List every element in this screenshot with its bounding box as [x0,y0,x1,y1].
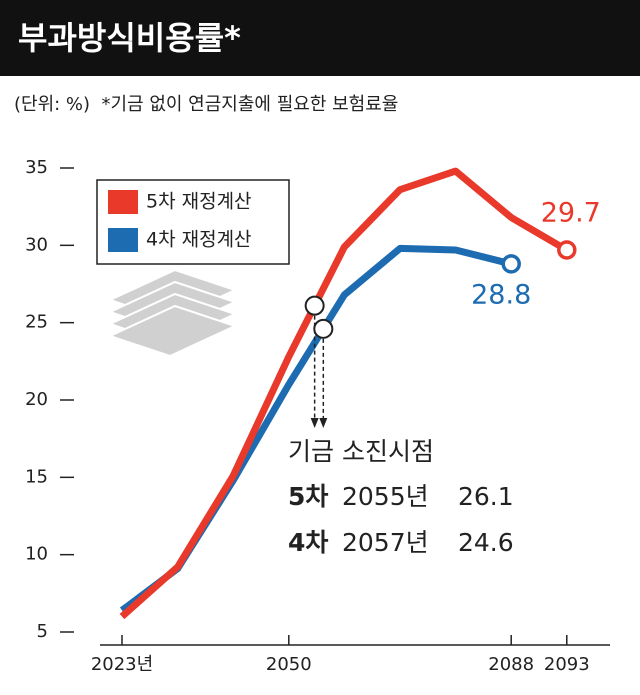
depletion-year: 2055년 [342,482,429,511]
x-tick-label: 2023년 [91,654,153,675]
end-point [501,254,521,274]
legend-swatch [108,190,138,214]
y-tick-label: 30 [25,234,48,255]
legend-label: 4차 재정계산 [146,229,252,251]
y-tick-label: 35 [25,157,48,178]
y-tick-label: 5 [37,621,48,642]
end-point [557,240,577,260]
title-bar [0,0,640,76]
value-label: 29.7 [541,197,601,228]
money-icon [107,268,238,358]
depletion-round: 4차 [288,528,328,557]
chart-title: 부과방식비용률* [18,19,241,57]
value-label: 28.8 [471,279,531,310]
arrow-head [319,418,328,428]
y-tick-label: 20 [25,389,48,410]
x-tick-label: 2050 [266,654,312,675]
depletion-round: 5차 [288,482,328,511]
y-tick-label: 25 [25,312,48,333]
x-tick-label: 2088 [488,654,534,675]
x-tick-label: 2093 [544,654,590,675]
y-tick-label: 10 [25,544,48,565]
depletion-point [304,295,325,316]
legend-swatch [108,228,138,252]
depletion-value: 26.1 [458,482,514,511]
series-line [119,167,569,620]
y-tick-label: 15 [25,466,48,487]
chart-subtitle: (단위: %) *기금 없이 연금지출에 필요한 보험료율 [14,94,398,115]
depletion-point [313,318,334,339]
legend-label: 5차 재정계산 [146,191,252,213]
depletion-value: 24.6 [458,528,514,557]
arrow-head [310,418,319,428]
depletion-year: 2057년 [342,528,429,557]
annotation-title: 기금 소진시점 [288,437,434,466]
